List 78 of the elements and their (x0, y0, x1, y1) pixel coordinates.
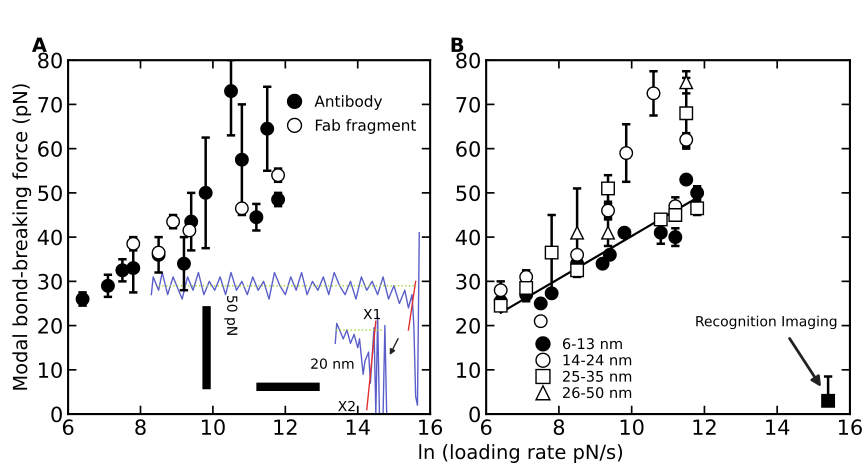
y-tick-label: 40 (38, 230, 62, 246)
y-tick-label: 60 (456, 141, 480, 157)
annotation: X2 (338, 400, 355, 412)
x-tick-label: 8 (554, 419, 564, 436)
x-tick-label: 12 (693, 419, 716, 435)
x-axis-title: ln (loading rate pN/s) (419, 444, 622, 463)
y-tick-label: 20 (38, 318, 62, 334)
x-tick-label: 6 (62, 419, 74, 436)
point (494, 283, 508, 298)
point (234, 152, 249, 167)
y-tick-label: 30 (456, 274, 480, 290)
point (668, 208, 682, 222)
y-tick-label: 30 (38, 274, 62, 290)
y-tick-label: 40 (456, 230, 480, 246)
y-tick-label: 0 (469, 406, 480, 422)
point (617, 226, 632, 240)
legend-label: 26-50 nm (563, 387, 632, 398)
y-tick-label: 10 (39, 362, 62, 378)
point (570, 226, 584, 240)
y-tick-label: 60 (38, 141, 62, 157)
point (494, 298, 508, 313)
point (534, 314, 548, 328)
point (177, 256, 191, 271)
legend-label: 6-13 nm (562, 338, 622, 350)
annotation: Recognition Imaging (696, 316, 836, 330)
point (198, 186, 213, 200)
point (668, 230, 682, 244)
x-tick-label: 14 (346, 420, 370, 435)
point (654, 212, 668, 226)
point (544, 246, 559, 260)
point (601, 226, 615, 240)
point (602, 248, 617, 262)
x-tick-label: 14 (766, 420, 790, 435)
point (679, 106, 694, 120)
point (570, 248, 584, 262)
x-tick-label: 10 (620, 419, 644, 436)
legend-label: 25-35 nm (563, 370, 632, 382)
x-tick-label: 6 (480, 419, 492, 436)
point (260, 122, 274, 136)
point (519, 281, 534, 295)
x-tick-label: 10 (202, 419, 225, 436)
point (654, 226, 668, 240)
y-tick-label: 20 (456, 318, 480, 334)
legend-label: Antibody (314, 95, 382, 110)
y-tick-label: 50 (38, 185, 62, 202)
x-tick-label: 8 (135, 419, 146, 436)
point (182, 224, 196, 238)
point (646, 86, 660, 100)
x-tick-label: 12 (274, 419, 296, 435)
annotation: 20 nm (311, 358, 354, 369)
annotation: 50 pN (224, 296, 238, 335)
y-axis-title: Modal bond-breaking force (pN) (12, 84, 32, 390)
y-tick-label: 10 (457, 362, 480, 378)
point (224, 84, 238, 98)
point (601, 182, 615, 196)
point (821, 394, 836, 408)
y-tick-label: 50 (456, 185, 480, 202)
point (100, 278, 115, 293)
x-tick-label: 16 (419, 419, 442, 436)
chart-title: A (32, 38, 47, 52)
legend-label: 14-24 nm (564, 354, 632, 366)
legend-label: Fab fragment (316, 119, 416, 134)
point (126, 261, 140, 276)
y-tick-label: 0 (51, 406, 62, 422)
annotation: X1 (363, 309, 380, 320)
point (115, 263, 130, 278)
point (544, 286, 559, 300)
point (249, 210, 264, 224)
y-tick-label: 80 (456, 52, 480, 68)
point (534, 296, 548, 310)
y-tick-label: 70 (456, 96, 480, 113)
point (679, 172, 694, 187)
chart-title: B (452, 38, 464, 52)
x-tick-label: 16 (838, 419, 862, 436)
y-tick-label: 80 (38, 52, 62, 68)
y-tick-label: 70 (38, 96, 62, 113)
point (596, 256, 610, 271)
point (619, 146, 634, 160)
